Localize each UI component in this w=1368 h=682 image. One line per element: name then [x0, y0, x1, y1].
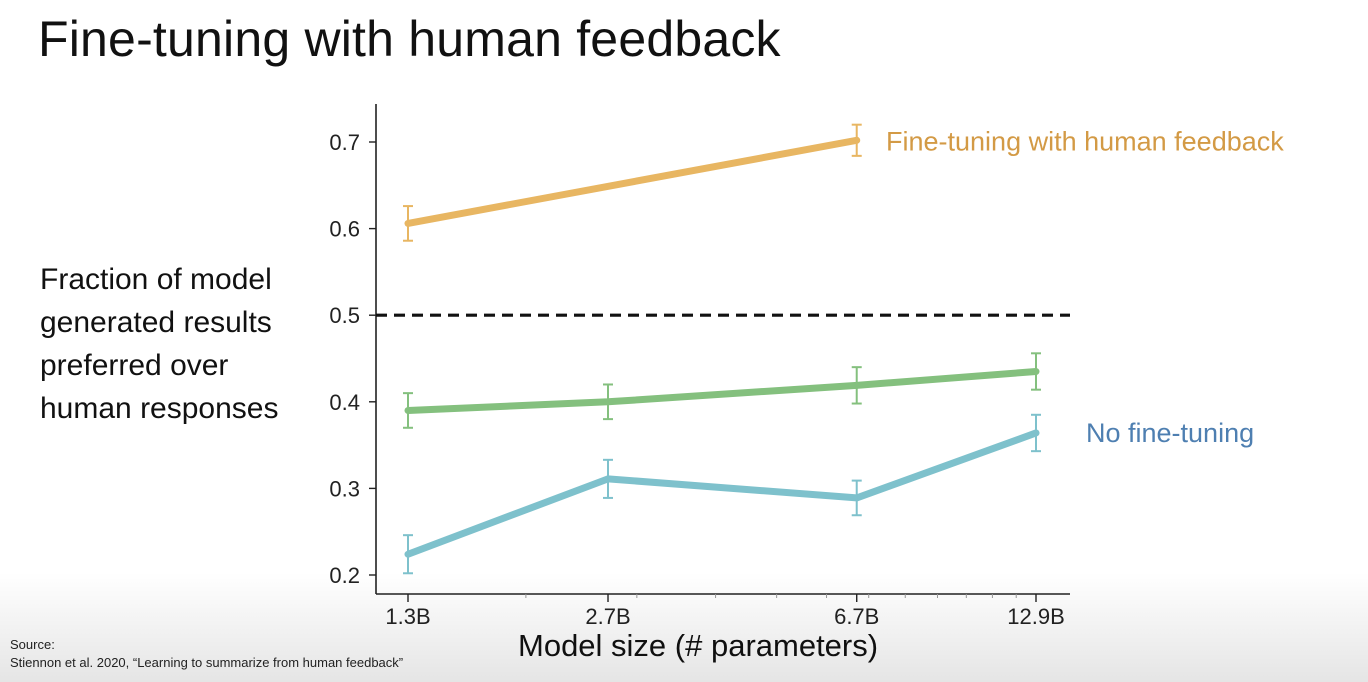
source-label: Source:	[10, 637, 55, 652]
slide-title: Fine-tuning with human feedback	[38, 11, 781, 67]
x-tick-label-1.3B: 1.3B	[385, 604, 430, 629]
y-axis-label: Fraction of model generated results pref…	[40, 258, 330, 430]
y-tick-label-0.2: 0.2	[329, 563, 360, 588]
source-text: Stiennon et al. 2020, “Learning to summa…	[10, 655, 404, 670]
x-axis-label: Model size (# parameters)	[518, 628, 879, 663]
x-tick-label-6.7B: 6.7B	[834, 604, 879, 629]
x-tick-label-12.9B: 12.9B	[1007, 604, 1065, 629]
series-line-0	[404, 136, 861, 227]
y-axis-label-line-4: human responses	[40, 392, 279, 425]
y-tick-label-0.3: 0.3	[329, 476, 360, 501]
y-axis-label-line-1: Fraction of model	[40, 263, 272, 296]
x-tick-label-2.7B: 2.7B	[585, 604, 630, 629]
series-line-2	[404, 429, 1040, 558]
series-label-0: Fine-tuning with human feedback	[886, 126, 1284, 156]
y-axis-label-line-3: preferred over	[40, 349, 229, 382]
y-axis-label-line-2: generated results	[40, 306, 272, 339]
y-tick-label-0.4: 0.4	[329, 390, 360, 415]
y-tick-label-0.7: 0.7	[329, 130, 360, 155]
y-tick-label-0.5: 0.5	[329, 303, 360, 328]
series-label-2: No fine-tuning	[1086, 418, 1254, 448]
source-citation: Source: Stiennon et al. 2020, “Learning …	[10, 636, 403, 672]
series-line-1	[404, 367, 1040, 414]
y-tick-label-0.6: 0.6	[329, 217, 360, 242]
